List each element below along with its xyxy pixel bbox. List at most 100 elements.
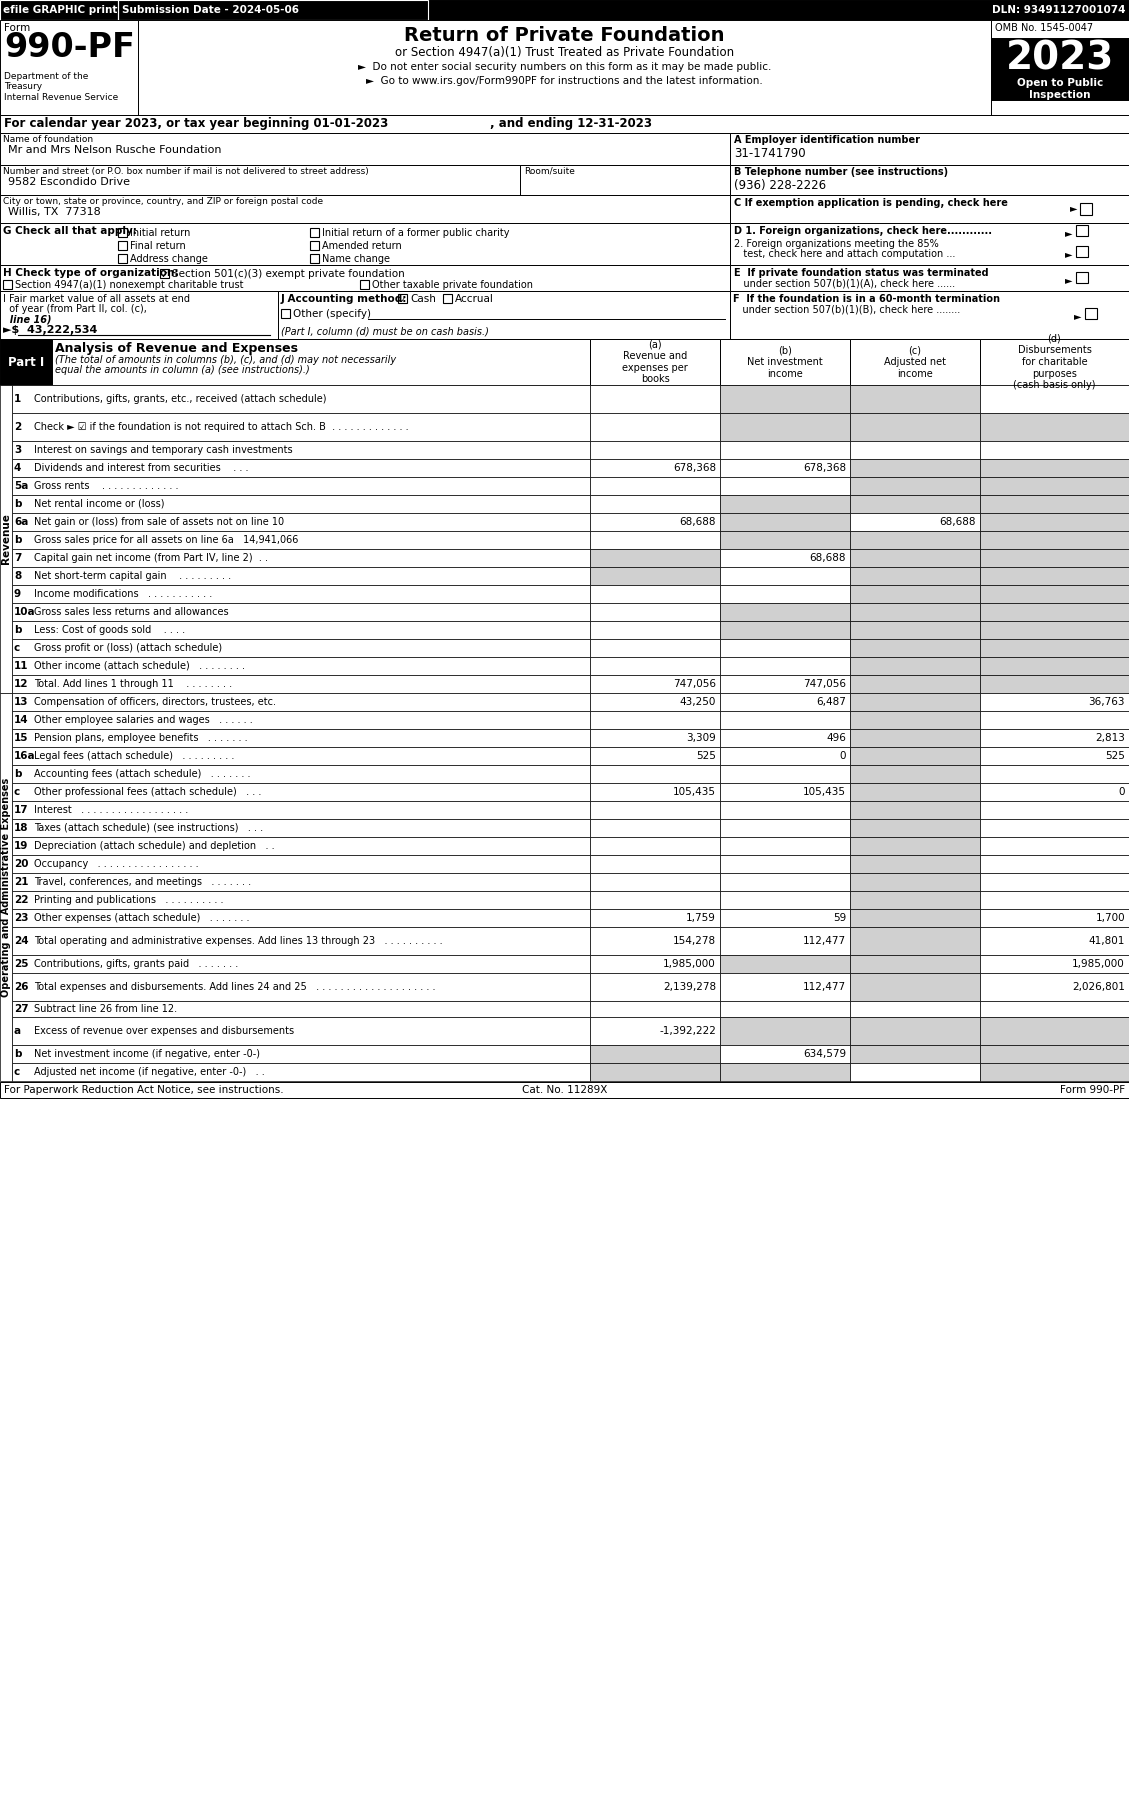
Text: 525: 525 (697, 752, 716, 761)
Text: Pension plans, employee benefits   . . . . . . .: Pension plans, employee benefits . . . .… (34, 734, 247, 743)
Bar (590, 764, 720, 782)
Bar (590, 746, 720, 764)
Text: Legal fees (attach schedule)   . . . . . . . . .: Legal fees (attach schedule) . . . . . .… (34, 752, 235, 761)
Text: ►  Do not enter social security numbers on this form as it may be made public.: ► Do not enter social security numbers o… (358, 61, 771, 72)
Text: ►  Go to www.irs.gov/Form990PF for instructions and the latest information.: ► Go to www.irs.gov/Form990PF for instru… (366, 76, 763, 86)
Text: 20: 20 (14, 859, 28, 868)
Text: Section 501(c)(3) exempt private foundation: Section 501(c)(3) exempt private foundat… (172, 270, 405, 279)
Text: Other professional fees (attach schedule)   . . .: Other professional fees (attach schedule… (34, 788, 262, 797)
Bar (278, 291, 730, 340)
Bar (980, 892, 1129, 910)
Bar (590, 340, 720, 385)
Bar (720, 638, 850, 656)
Text: Number and street (or P.O. box number if mail is not delivered to street address: Number and street (or P.O. box number if… (3, 167, 369, 176)
Text: Room/suite: Room/suite (524, 167, 575, 176)
Bar (310, 254, 320, 263)
Bar (980, 530, 1129, 548)
Bar (1076, 271, 1088, 282)
Text: 154,278: 154,278 (673, 937, 716, 946)
Text: c: c (14, 788, 20, 797)
Bar (850, 1063, 980, 1081)
Text: 678,368: 678,368 (673, 464, 716, 473)
Bar (980, 674, 1129, 692)
Bar (0, 0, 119, 20)
Text: Subtract line 26 from line 12.: Subtract line 26 from line 12. (34, 1003, 177, 1014)
Bar (0, 223, 730, 264)
Text: Initial return: Initial return (130, 228, 191, 237)
Bar (720, 955, 850, 973)
Text: 747,056: 747,056 (803, 680, 846, 689)
Bar (720, 928, 850, 955)
Bar (399, 295, 406, 304)
Bar (720, 385, 850, 414)
Bar (980, 692, 1129, 710)
Text: Compensation of officers, directors, trustees, etc.: Compensation of officers, directors, tru… (34, 698, 275, 707)
Text: ✓: ✓ (161, 270, 169, 280)
Bar (12, 710, 590, 728)
Bar (980, 928, 1129, 955)
Bar (720, 710, 850, 728)
Bar (850, 955, 980, 973)
Bar (850, 602, 980, 620)
Bar (720, 800, 850, 820)
Bar (590, 494, 720, 512)
Bar (720, 1063, 850, 1081)
Bar (310, 228, 320, 237)
Bar (850, 692, 980, 710)
Bar (720, 838, 850, 856)
Bar (720, 973, 850, 1001)
Text: ►$  43,222,534: ►$ 43,222,534 (3, 325, 97, 334)
Bar (850, 746, 980, 764)
Text: 6,487: 6,487 (816, 698, 846, 707)
Bar (720, 820, 850, 838)
Bar (850, 340, 980, 385)
Bar (590, 584, 720, 602)
Text: 3,309: 3,309 (686, 734, 716, 743)
Bar (160, 270, 169, 279)
Text: 36,763: 36,763 (1088, 698, 1124, 707)
Text: efile GRAPHIC print: efile GRAPHIC print (3, 5, 117, 14)
Bar (720, 692, 850, 710)
Text: 9582 Escondido Drive: 9582 Escondido Drive (8, 176, 130, 187)
Bar (12, 414, 590, 441)
Bar (980, 620, 1129, 638)
Text: ►: ► (1065, 248, 1073, 259)
Bar (850, 638, 980, 656)
Bar (281, 309, 290, 318)
Bar (12, 656, 590, 674)
Text: Accrual: Accrual (455, 295, 493, 304)
Text: 13: 13 (14, 698, 28, 707)
Text: Total. Add lines 1 through 11    . . . . . . . .: Total. Add lines 1 through 11 . . . . . … (34, 680, 233, 689)
Bar (730, 165, 1129, 194)
Text: Name of foundation: Name of foundation (3, 135, 93, 144)
Text: 19: 19 (14, 841, 28, 850)
Text: J Accounting method:: J Accounting method: (281, 295, 408, 304)
Text: 68,688: 68,688 (809, 554, 846, 563)
Bar (590, 1063, 720, 1081)
Bar (850, 566, 980, 584)
Bar (850, 674, 980, 692)
Text: Contributions, gifts, grants paid   . . . . . . .: Contributions, gifts, grants paid . . . … (34, 958, 238, 969)
Bar (590, 692, 720, 710)
Text: Travel, conferences, and meetings   . . . . . . .: Travel, conferences, and meetings . . . … (34, 877, 251, 886)
Text: Form 990-PF: Form 990-PF (1060, 1084, 1124, 1095)
Bar (730, 291, 1129, 340)
Text: 525: 525 (1105, 752, 1124, 761)
Text: 2,139,278: 2,139,278 (663, 982, 716, 992)
Bar (720, 530, 850, 548)
Text: Form: Form (5, 23, 30, 32)
Bar (991, 77, 1129, 101)
Bar (590, 512, 720, 530)
Bar (590, 838, 720, 856)
Text: City or town, state or province, country, and ZIP or foreign postal code: City or town, state or province, country… (3, 198, 323, 207)
Bar (12, 620, 590, 638)
Bar (980, 746, 1129, 764)
Text: Check ► ☑ if the foundation is not required to attach Sch. B  . . . . . . . . . : Check ► ☑ if the foundation is not requi… (34, 423, 409, 432)
Bar (850, 458, 980, 476)
Text: or Section 4947(a)(1) Trust Treated as Private Foundation: or Section 4947(a)(1) Trust Treated as P… (395, 47, 734, 59)
Bar (52, 340, 590, 385)
Bar (850, 548, 980, 566)
Text: Other taxable private foundation: Other taxable private foundation (371, 280, 533, 289)
Bar (850, 494, 980, 512)
Bar (720, 1018, 850, 1045)
